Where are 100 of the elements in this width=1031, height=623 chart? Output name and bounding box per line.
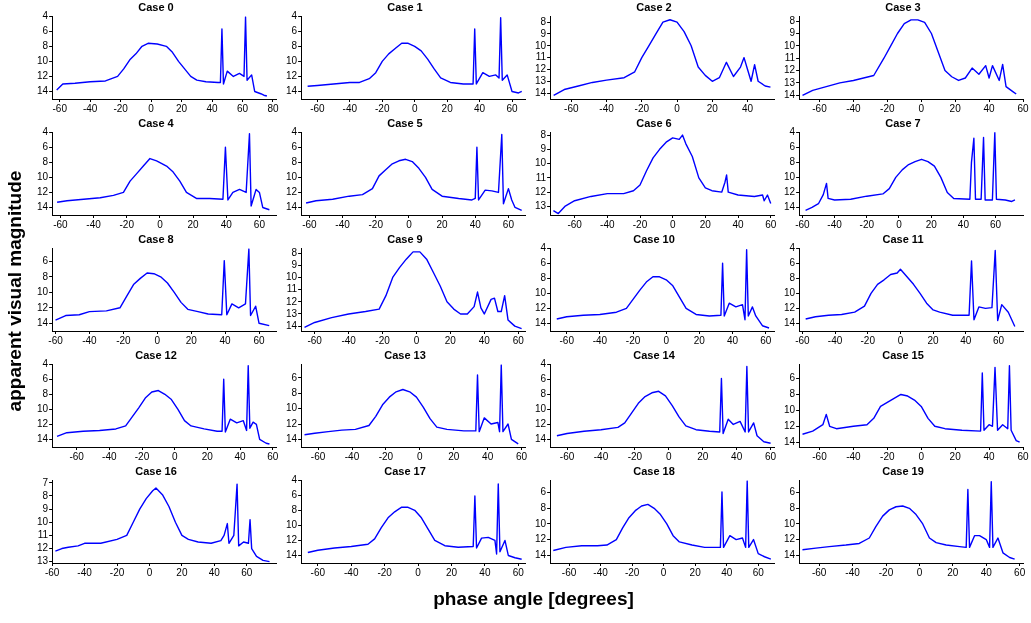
y-tick-label: 14 — [535, 86, 547, 98]
x-tick-label: -20 — [368, 218, 384, 230]
x-tick-label: 60 — [990, 218, 1002, 230]
y-tick-label: 12 — [784, 533, 796, 545]
y-tick-label: 12 — [37, 186, 49, 198]
x-tick-label: 0 — [918, 450, 925, 462]
x-tick-label: 20 — [201, 450, 214, 462]
x-tick-label: 20 — [445, 566, 458, 578]
x-tick-label: -60 — [302, 218, 318, 230]
x-tick-label: -60 — [53, 218, 69, 230]
x-tick-label: 20 — [949, 102, 962, 114]
y-tick-label: 14 — [37, 201, 49, 213]
x-tick-label: 20 — [436, 218, 449, 230]
chart-title: Case 10 — [633, 232, 675, 245]
y-tick-label: 12 — [37, 301, 49, 313]
chart-title: Case 1 — [387, 0, 423, 13]
x-tick-label: 40 — [742, 102, 754, 114]
y-tick-label: 12 — [286, 186, 298, 198]
y-tick-label: 11 — [535, 171, 547, 183]
x-tick-label: 60 — [512, 334, 525, 346]
y-tick-label: 12 — [535, 63, 547, 75]
y-tick-label: 14 — [37, 317, 49, 329]
y-tick-label: 14 — [535, 317, 547, 329]
x-tick-label: 20 — [927, 334, 940, 346]
y-tick-label: 4 — [291, 125, 298, 137]
x-tick-label: 0 — [148, 102, 155, 114]
x-tick-label: 20 — [441, 102, 454, 114]
y-tick-label: 10 — [37, 516, 49, 528]
y-tick-label: 8 — [291, 504, 298, 516]
y-tick-label: 6 — [42, 25, 49, 36]
y-tick-label: 14 — [286, 549, 298, 561]
x-tick-label: 60 — [253, 218, 266, 230]
y-tick-label: 12 — [535, 302, 547, 314]
x-tick-label: 20 — [448, 450, 460, 462]
y-tick-label: 12 — [37, 70, 49, 82]
y-tick-label: 12 — [784, 302, 796, 314]
chart-title: Case 19 — [882, 464, 924, 477]
x-tick-label: -60 — [48, 334, 64, 346]
y-tick-label: 8 — [789, 388, 796, 400]
y-tick-label: 8 — [42, 40, 49, 52]
y-tick-label: 14 — [784, 548, 796, 560]
y-tick-label: 8 — [789, 14, 796, 26]
y-tick-label: 10 — [784, 404, 796, 416]
x-tick-label: -60 — [310, 566, 326, 578]
y-tick-label: 4 — [42, 125, 49, 137]
x-tick-label: 0 — [411, 102, 418, 114]
x-tick-label: -20 — [627, 450, 643, 462]
x-tick-label: 60 — [516, 450, 528, 462]
x-tick-label: 40 — [721, 566, 733, 578]
y-tick-label: 8 — [789, 502, 796, 514]
x-tick-label: 0 — [666, 450, 673, 462]
x-tick-label: -40 — [593, 450, 609, 462]
chart-title: Case 18 — [633, 464, 675, 477]
x-tick-label: -40 — [846, 450, 862, 462]
x-tick-label: 40 — [980, 566, 993, 578]
x-tick-label: -60 — [564, 102, 579, 114]
y-tick-label: 8 — [540, 502, 547, 514]
x-tick-label: 0 — [415, 566, 422, 578]
y-tick-label: 14 — [286, 319, 298, 331]
y-tick-label: 14 — [286, 433, 298, 445]
chart-title: Case 9 — [387, 232, 423, 245]
y-tick-label: 12 — [286, 534, 298, 546]
y-tick-label: 10 — [784, 517, 796, 529]
x-tick-label: -20 — [859, 218, 875, 230]
y-tick-label: 6 — [789, 257, 796, 268]
x-tick-label: 60 — [1017, 450, 1029, 462]
x-tick-label: -20 — [880, 450, 895, 462]
x-tick-label: 20 — [947, 566, 959, 578]
y-tick-label: 10 — [535, 403, 547, 415]
x-tick-label: 20 — [176, 102, 188, 114]
y-tick-label: 8 — [42, 156, 49, 168]
y-tick-label: 11 — [784, 51, 796, 63]
y-tick-label: 4 — [789, 125, 796, 137]
y-tick-label: 14 — [37, 433, 49, 445]
x-tick-label: 60 — [512, 566, 525, 578]
y-tick-label: 4 — [291, 473, 298, 485]
y-tick-label: 9 — [42, 502, 49, 514]
x-tick-label: -40 — [335, 218, 351, 230]
y-tick-label: 14 — [784, 201, 796, 213]
chart-title: Case 17 — [384, 464, 426, 477]
y-tick-label: 12 — [37, 542, 49, 554]
y-tick-label: 6 — [42, 255, 49, 267]
y-tick-label: 8 — [42, 388, 49, 400]
x-tick-label: -60 — [52, 102, 68, 114]
x-tick-label: 40 — [219, 334, 232, 346]
x-tick-label: -60 — [812, 102, 828, 114]
y-tick-label: 12 — [535, 185, 547, 197]
y-tick-label: 6 — [291, 25, 298, 36]
x-tick-label: 0 — [663, 334, 670, 346]
x-tick-label: 0 — [171, 450, 178, 462]
x-tick-label: 20 — [444, 334, 457, 346]
y-tick-label: 11 — [286, 283, 298, 295]
x-tick-label: 40 — [983, 450, 996, 462]
y-tick-label: 12 — [784, 186, 796, 198]
y-tick-label: 12 — [286, 70, 298, 82]
x-tick-label: 0 — [669, 218, 676, 230]
x-tick-label: -60 — [567, 218, 583, 230]
x-tick-label: -60 — [795, 334, 811, 346]
x-tick-label: 60 — [506, 102, 519, 114]
x-tick-label: 0 — [406, 218, 413, 230]
